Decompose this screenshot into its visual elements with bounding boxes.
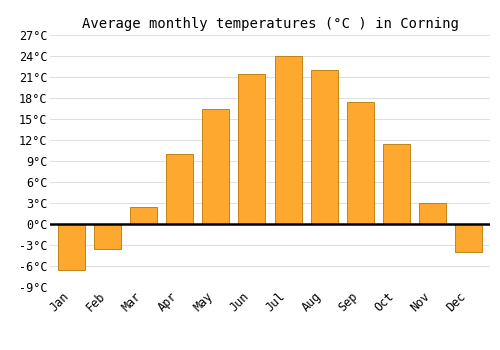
Bar — [274, 56, 301, 224]
Title: Average monthly temperatures (°C ) in Corning: Average monthly temperatures (°C ) in Co… — [82, 17, 458, 31]
Bar — [58, 224, 85, 270]
Bar — [419, 203, 446, 224]
Bar — [94, 224, 121, 248]
Bar — [455, 224, 482, 252]
Bar — [310, 70, 338, 224]
Bar — [202, 108, 230, 224]
Bar — [238, 74, 266, 224]
Bar — [130, 206, 158, 224]
Bar — [346, 102, 374, 224]
Bar — [382, 144, 410, 224]
Bar — [166, 154, 194, 224]
